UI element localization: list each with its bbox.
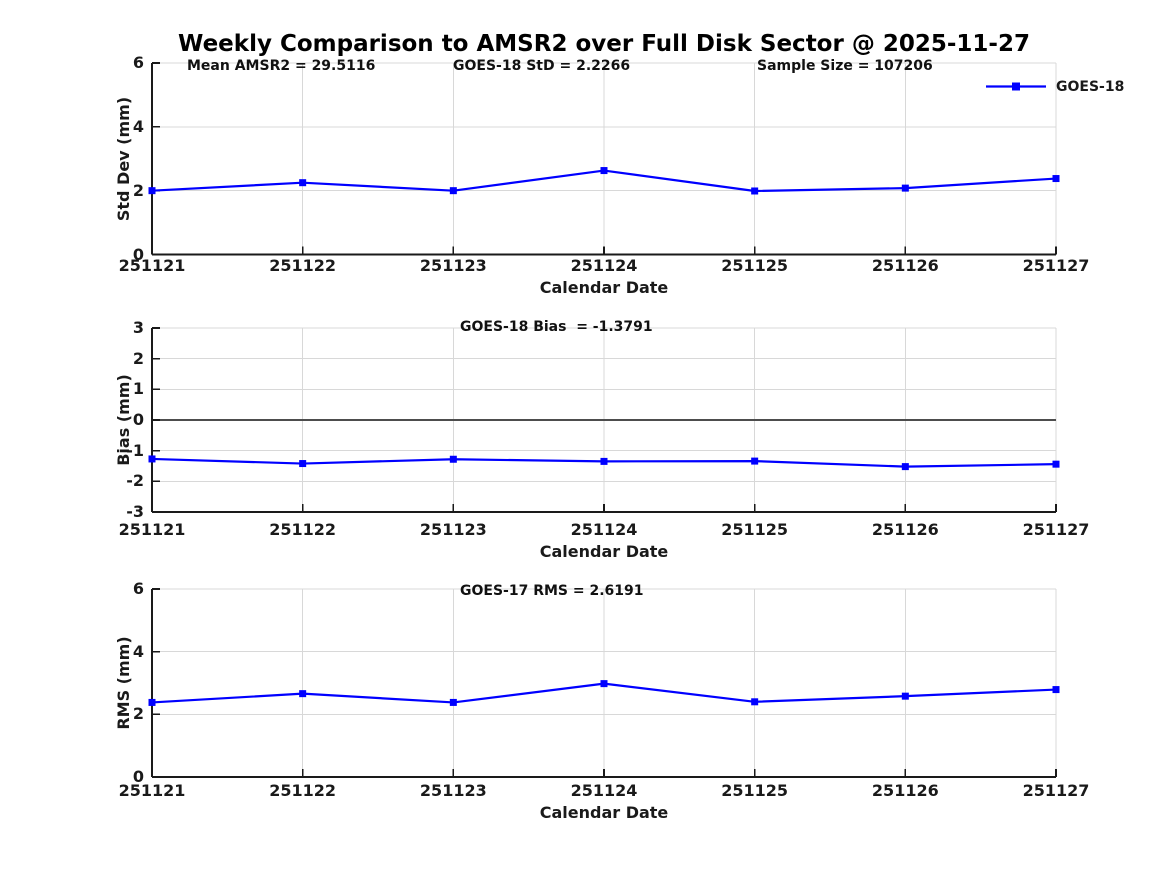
x-tick-label: 251125	[721, 256, 789, 275]
x-tick-label: 251127	[1022, 781, 1090, 800]
x-tick-label: 251122	[269, 781, 337, 800]
x-tick-label: 251127	[1022, 256, 1090, 275]
annotation-goes18-bias: GOES-18 Bias = -1.3791	[460, 319, 653, 335]
annotation-goes17-rms: GOES-17 RMS = 2.6191	[460, 583, 644, 599]
y-tick-label: 4	[132, 116, 144, 136]
x-tick-label: 251121	[118, 520, 186, 539]
legend: GOES-18	[985, 78, 1124, 95]
x-tick-label: 251127	[1022, 520, 1090, 539]
annotation-goes18-std: GOES-18 StD = 2.2266	[453, 58, 631, 74]
annotation-mean-amsr2: Mean AMSR2 = 29.5116	[187, 58, 376, 74]
y-tick-label: 4	[132, 641, 144, 661]
x-tick-label: 251121	[118, 256, 186, 275]
y-tick-label: -1	[126, 440, 144, 460]
annotation-sample-size: Sample Size = 107206	[757, 58, 933, 74]
y-tick-label: 0	[132, 244, 144, 264]
y-tick-label: -2	[126, 471, 144, 491]
y-tick-label: 0	[132, 410, 144, 429]
y-tick-label: 6	[132, 579, 144, 598]
xlabel-calendar-date-3: Calendar Date	[539, 803, 669, 822]
x-tick-label: 251126	[871, 256, 939, 275]
x-tick-label: 251124	[570, 256, 638, 275]
x-tick-label: 251123	[419, 256, 487, 275]
y-tick-label: 2	[132, 704, 144, 724]
xlabel-calendar-date-1: Calendar Date	[539, 278, 669, 297]
ylabel-std-dev: Std Dev (mm)	[114, 96, 133, 222]
x-tick-label: 251122	[269, 256, 337, 275]
x-tick-label: 251124	[570, 781, 638, 800]
y-tick-label: 2	[132, 348, 144, 368]
x-tick-label: 251123	[419, 520, 487, 539]
y-tick-label: 1	[132, 379, 144, 399]
chart-title: Weekly Comparison to AMSR2 over Full Dis…	[178, 31, 1030, 57]
x-tick-label: 251126	[871, 520, 939, 539]
x-tick-label: 251125	[721, 781, 789, 800]
xlabel-calendar-date-2: Calendar Date	[539, 542, 669, 561]
y-tick-label: 2	[132, 180, 144, 200]
x-tick-label: 251123	[419, 781, 487, 800]
y-tick-label: -3	[126, 502, 144, 521]
x-tick-label: 251126	[871, 781, 939, 800]
x-tick-label: 251122	[269, 520, 337, 539]
legend-label: GOES-18	[1056, 78, 1125, 95]
x-tick-label: 251121	[118, 781, 186, 800]
y-tick-label: 6	[132, 53, 144, 72]
y-tick-label: 3	[132, 318, 144, 337]
x-tick-label: 251125	[721, 520, 789, 539]
x-tick-label: 251124	[570, 520, 638, 539]
legend-line-marker-icon	[986, 82, 1046, 91]
y-tick-label: 0	[132, 767, 144, 786]
